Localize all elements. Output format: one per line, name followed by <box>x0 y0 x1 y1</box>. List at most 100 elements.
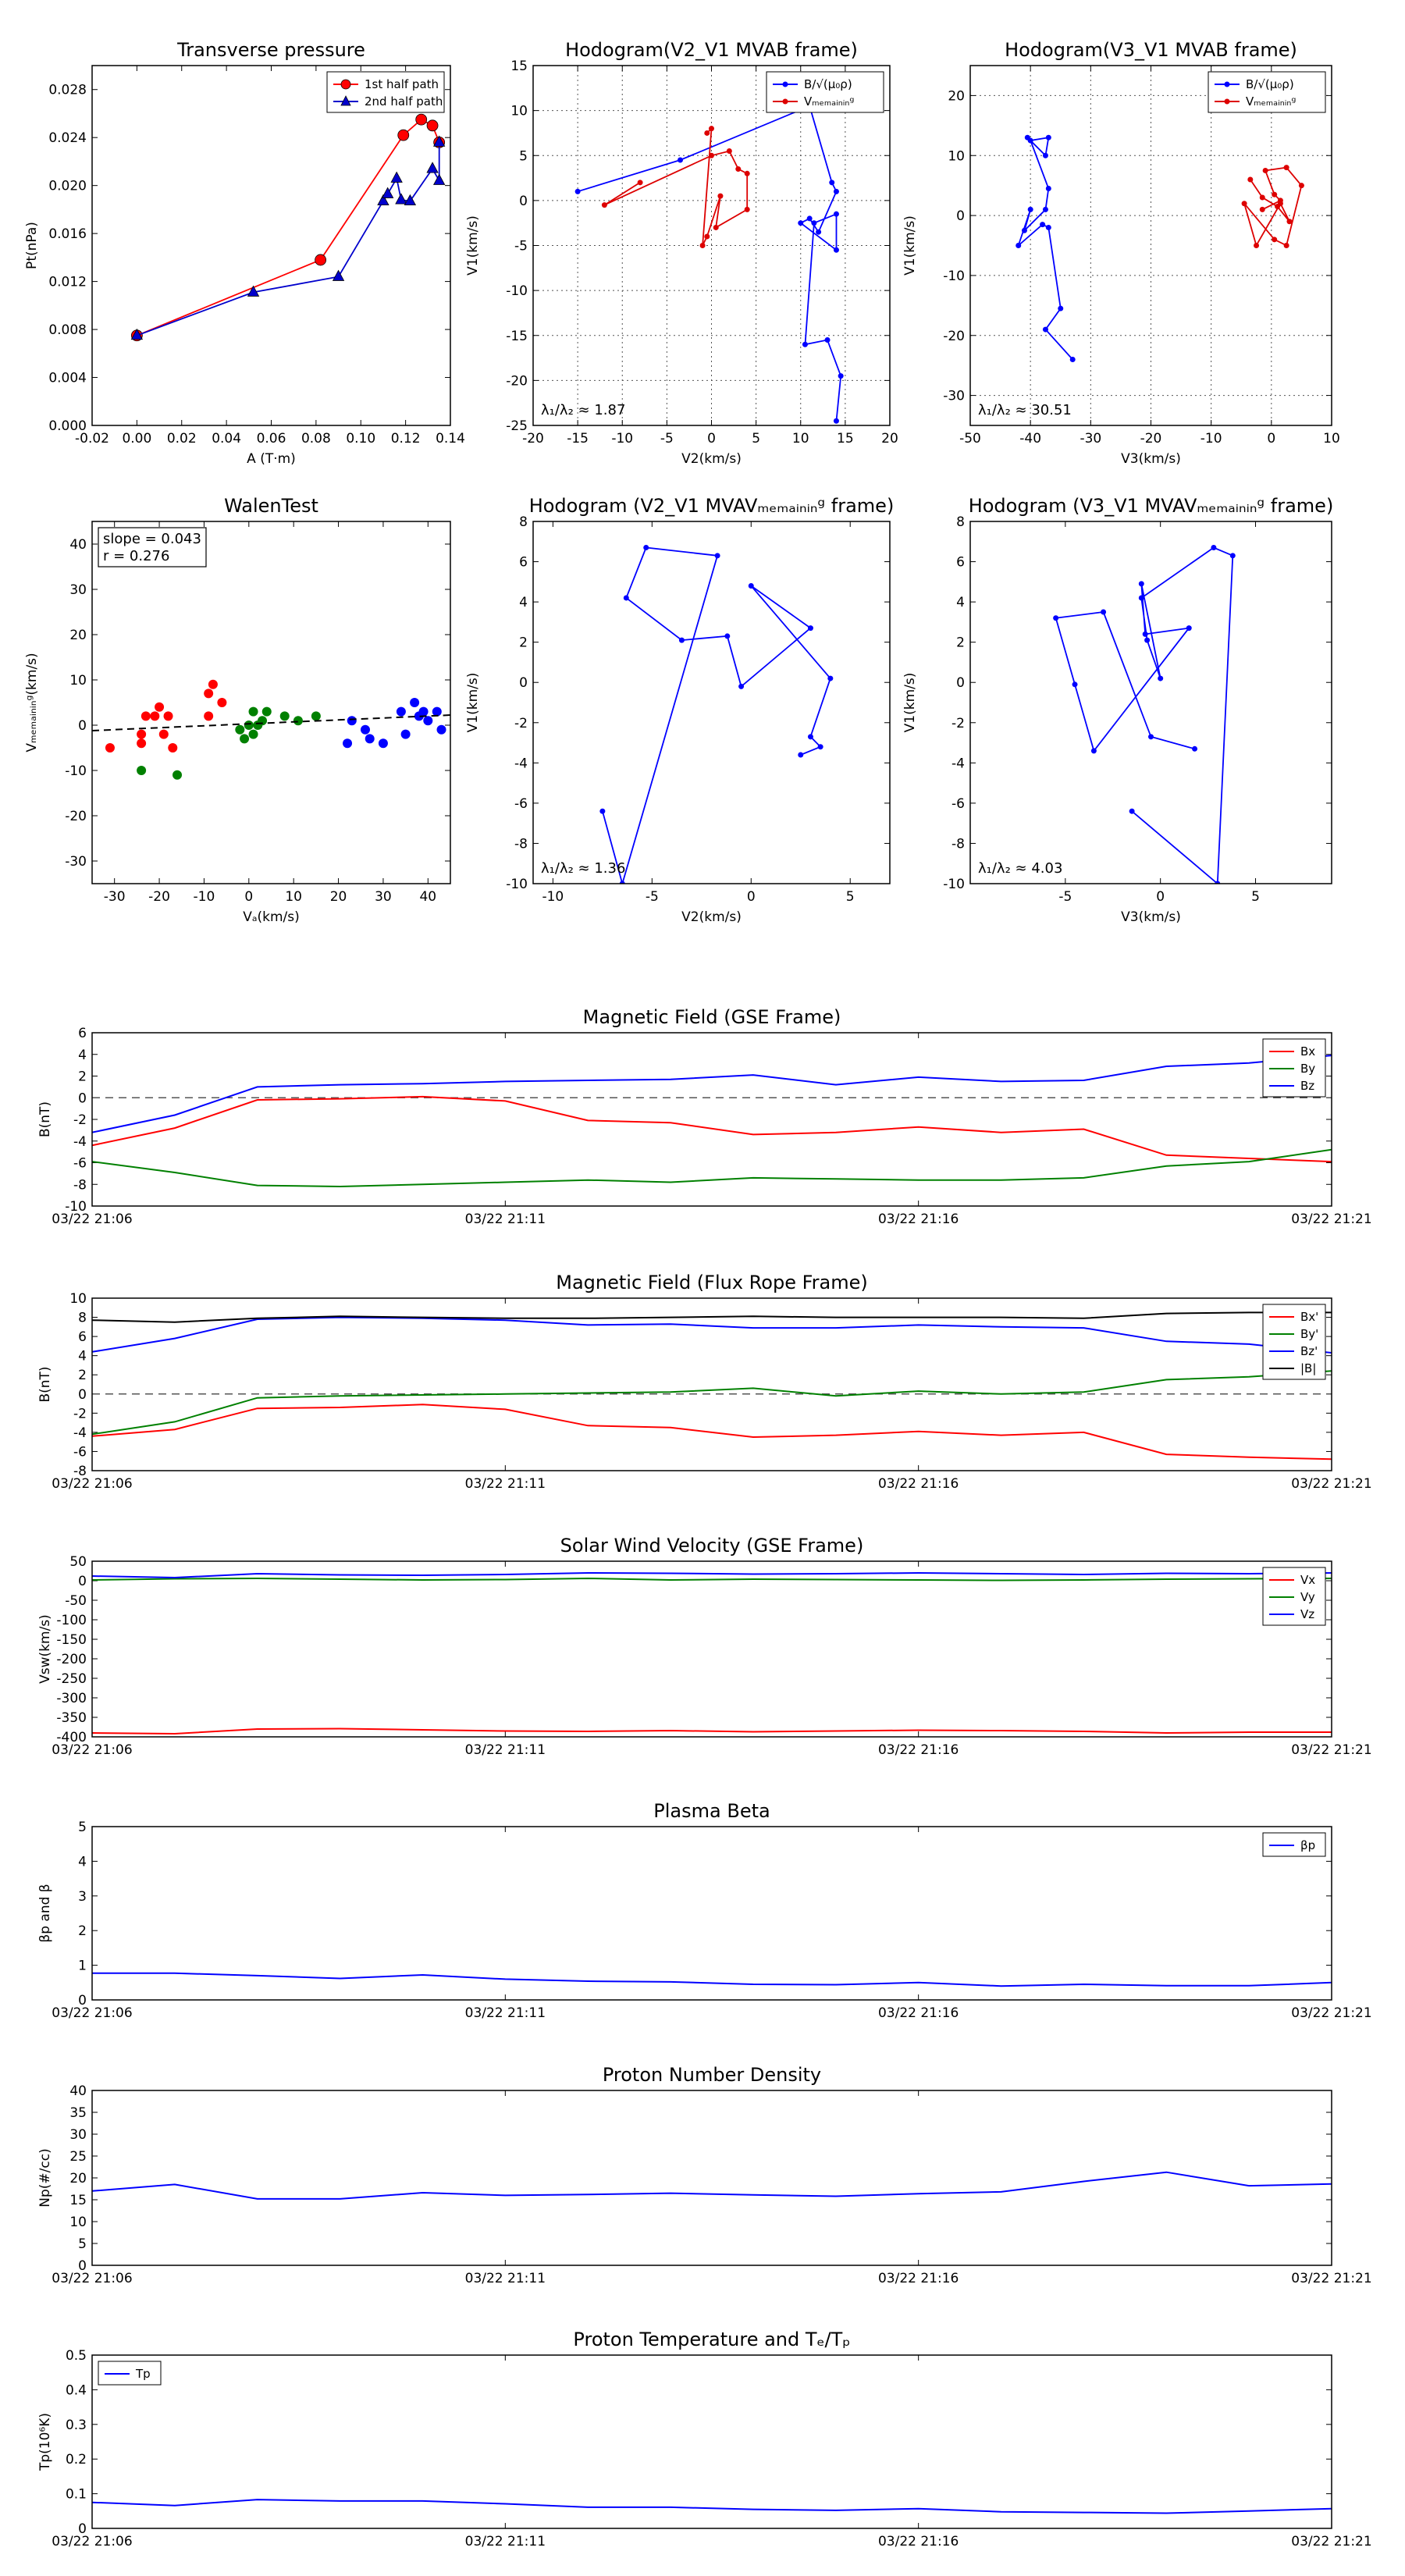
chart-tp: -0.02 0.00 0.02 0.04 0.06 0.08 0.10 0.12 0.14 0.0… <box>24 39 465 467</box>
x-axis-label: V2(km/s) <box>681 451 742 467</box>
data-point <box>311 711 321 721</box>
y-axis-label: B(nT) <box>37 1101 53 1137</box>
y-tick-label: 0 <box>78 1091 87 1106</box>
x-tick-label: 15 <box>837 431 854 447</box>
data-point <box>432 173 446 185</box>
plot-area <box>92 2355 1332 2528</box>
y-tick-label: -4 <box>73 1425 87 1441</box>
legend-label: Vz <box>1300 1607 1314 1621</box>
x-tick-label: 03/22 21:21 <box>1291 2271 1371 2286</box>
y-tick-label: -50 <box>65 1593 87 1609</box>
legend: 1st half path 2nd half path <box>326 71 445 113</box>
plot-frame <box>91 521 451 884</box>
data-point <box>816 229 822 235</box>
chart-title: Transverse pressure <box>176 39 365 61</box>
series-group <box>92 2499 1332 2514</box>
y-tick-label: 20 <box>69 2171 87 2186</box>
y-tick-label: 4 <box>78 1349 87 1364</box>
y-tick-label: -200 <box>56 1652 87 1667</box>
y-tick-label: 2 <box>78 1923 87 1939</box>
x-tick-label: 0.10 <box>346 431 375 447</box>
series-group <box>599 545 834 884</box>
y-axis-label: βp and β <box>37 1884 53 1942</box>
series-group <box>92 679 450 780</box>
data-point <box>1186 625 1192 632</box>
x-tick-label: 20 <box>330 889 347 905</box>
legend-label: Vy <box>1300 1590 1315 1604</box>
data-point <box>347 716 357 726</box>
data-point <box>382 187 394 198</box>
data-point <box>432 135 446 147</box>
data-point <box>1283 243 1289 248</box>
plot-area <box>970 521 1332 884</box>
data-point <box>1027 206 1033 212</box>
data-point <box>1148 734 1154 740</box>
y-tick-label: -6 <box>73 1444 87 1460</box>
data-point <box>217 698 227 707</box>
legend: Tp <box>98 2361 162 2386</box>
y-tick-label: 0 <box>519 194 528 209</box>
y-tick-label: 8 <box>956 514 965 530</box>
data-point <box>1272 237 1278 243</box>
legend-label: |B| <box>1300 1361 1316 1375</box>
y-tick-label: 0.024 <box>48 130 87 146</box>
x-tick-label: 03/22 21:16 <box>878 2005 959 2021</box>
y-tick-label: 0.5 <box>66 2348 87 2364</box>
data-point <box>410 698 420 707</box>
y-tick-label: -100 <box>56 1613 87 1628</box>
y-tick-label: -6 <box>73 1156 87 1172</box>
x-tick-label: -10 <box>194 889 215 905</box>
data-point <box>824 337 831 343</box>
data-point <box>204 688 214 699</box>
data-point <box>436 724 446 735</box>
y-tick-label: -400 <box>56 1730 87 1745</box>
legend-label: Tp <box>135 2367 151 2381</box>
y-tick-label: 8 <box>519 514 528 530</box>
data-point <box>423 716 433 726</box>
chart-h2: -50 -40 -30 -20 -10 0 10 -30 -20 -10 0 10 20 Hodogram… <box>902 39 1340 467</box>
x-tick-label: 03/22 21:21 <box>1291 1476 1371 1492</box>
x-tick-label: -10 <box>542 889 564 905</box>
data-point <box>726 148 732 154</box>
data-point <box>137 738 147 749</box>
data-point <box>817 744 823 750</box>
legend-marker <box>340 95 351 106</box>
y-tick-label: -6 <box>951 796 965 812</box>
plot-frame <box>91 2354 1332 2529</box>
y-tick-label: 6 <box>519 555 528 571</box>
y-tick-label: -2 <box>951 716 965 731</box>
series-group <box>92 1055 1332 1188</box>
data-point <box>678 157 684 163</box>
plot-frame <box>532 521 891 884</box>
data-point <box>1211 545 1217 551</box>
y-tick-label: 4 <box>78 1048 87 1063</box>
data-point <box>599 808 606 814</box>
y-tick-label: -5 <box>514 239 528 254</box>
y-tick-label: -8 <box>73 1464 87 1479</box>
y-tick-label: 3 <box>78 1889 87 1905</box>
data-point <box>1042 206 1048 212</box>
data-point <box>378 738 388 749</box>
data-point <box>829 180 835 186</box>
legend-label: 1st half path <box>365 77 439 91</box>
data-point <box>1215 881 1221 884</box>
plot-area <box>92 1561 1332 1737</box>
y-axis-label: V1(km/s) <box>902 215 918 276</box>
plot-frame <box>91 65 451 426</box>
x-tick-label: 03/22 21:06 <box>52 2005 132 2021</box>
x-tick-label: 0.06 <box>257 431 286 447</box>
x-axis-label: A (T·m) <box>247 451 296 467</box>
x-tick-label: -0.02 <box>75 431 109 447</box>
data-point <box>744 170 750 176</box>
x-tick-label: -15 <box>567 431 589 447</box>
data-point <box>1158 675 1164 681</box>
data-point <box>1016 243 1022 248</box>
data-point <box>1144 637 1151 643</box>
data-point <box>400 729 411 739</box>
x-tick-label: 03/22 21:16 <box>878 1476 959 1492</box>
data-point <box>360 724 370 735</box>
series-line <box>92 1148 1332 1188</box>
chart-title: Hodogram(V2_V1 MVAB frame) <box>565 39 858 61</box>
data-point <box>204 711 214 721</box>
